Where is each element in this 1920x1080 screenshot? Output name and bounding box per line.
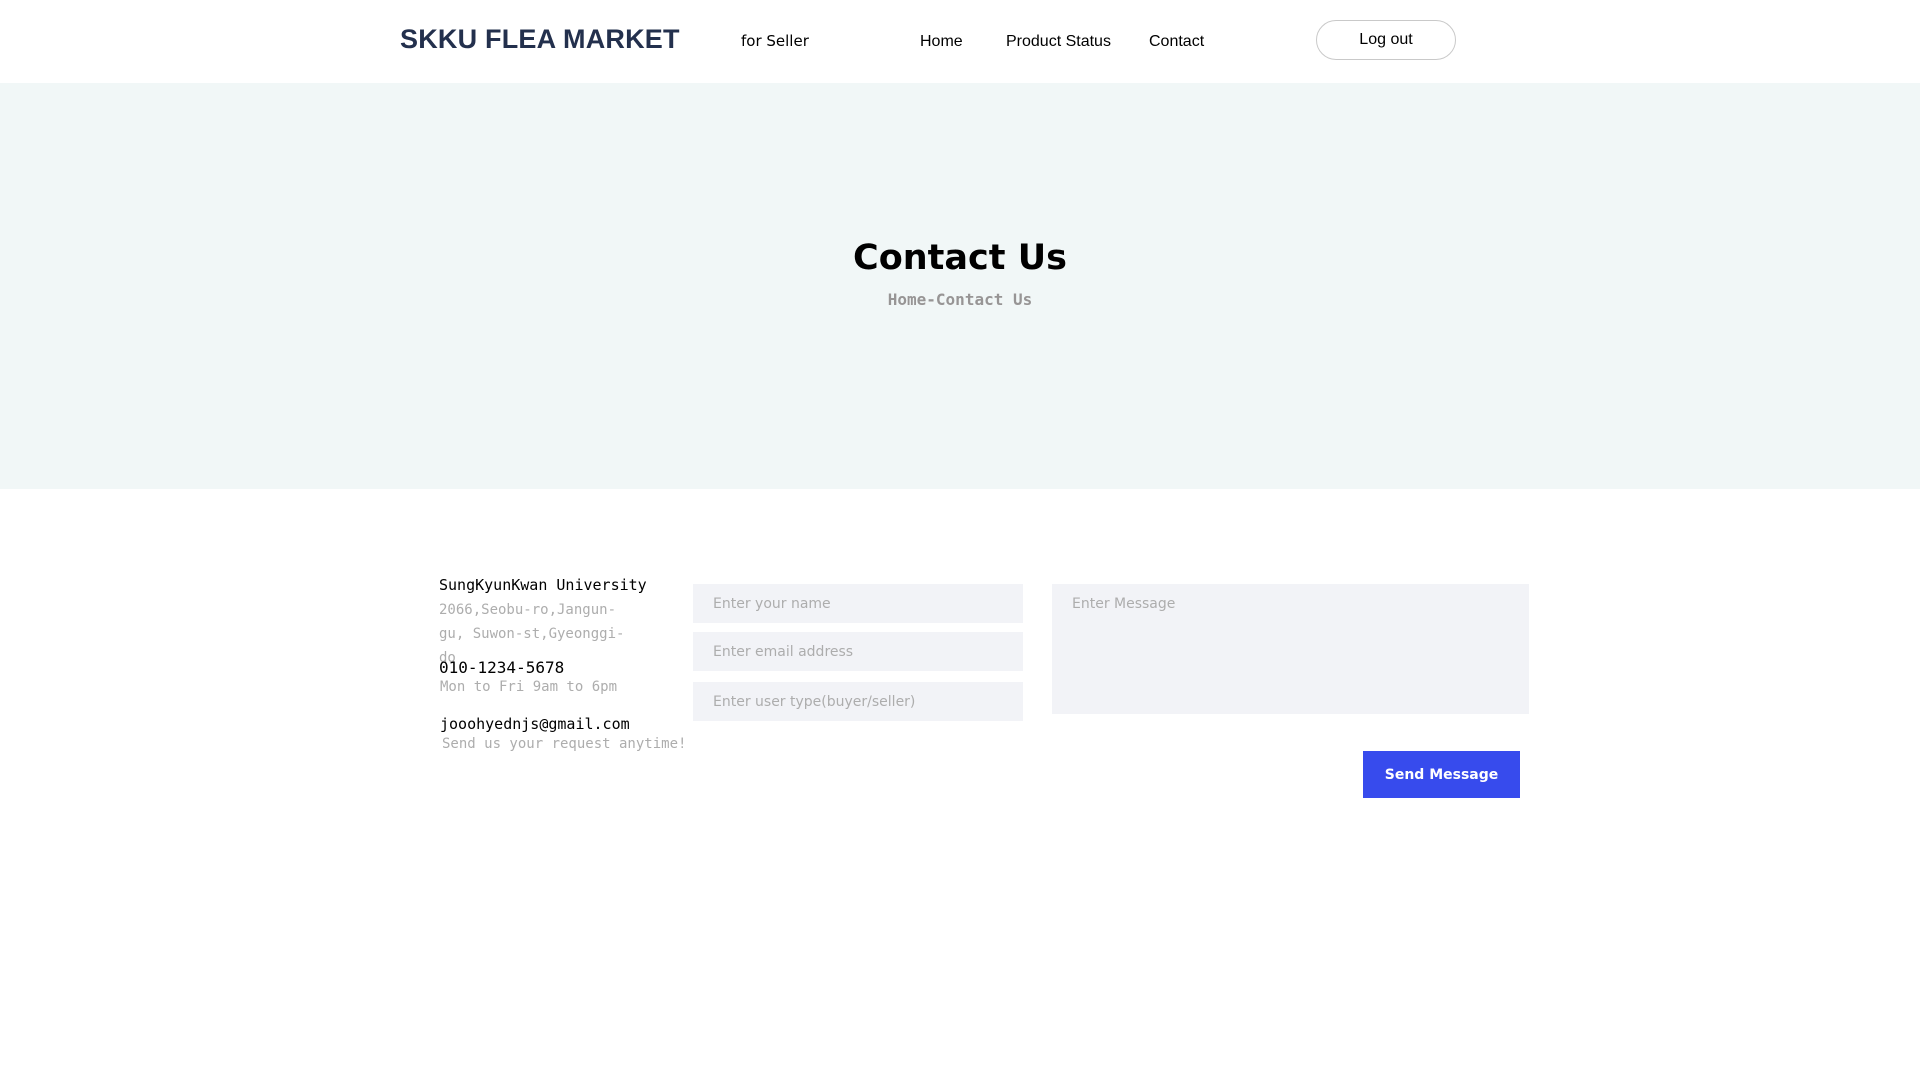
email-input[interactable] [693, 632, 1023, 671]
name-input[interactable] [693, 584, 1023, 623]
user-type-input[interactable] [693, 682, 1023, 721]
contact-email: jooohyednjs@gmail.com [440, 715, 630, 733]
university-name: SungKyunKwan University [439, 576, 647, 594]
nav-contact[interactable]: Contact [1149, 33, 1205, 50]
nav-product-status[interactable]: Product Status [1006, 33, 1111, 50]
request-note: Send us your request anytime! [442, 736, 687, 752]
nav-home[interactable]: Home [920, 33, 963, 50]
page-title: Contact Us [853, 238, 1067, 278]
site-logo[interactable]: SKKU FLEA MARKET [400, 24, 680, 54]
message-textarea[interactable] [1052, 584, 1529, 714]
phone-number: 010-1234-5678 [439, 658, 565, 677]
send-message-button[interactable]: Send Message [1363, 751, 1520, 798]
breadcrumb: Home-Contact Us [887, 290, 1033, 309]
top-navbar: SKKU FLEA MARKET for Seller Home Product… [0, 0, 1920, 83]
for-seller-link[interactable]: for Seller [741, 32, 809, 50]
office-hours: Mon to Fri 9am to 6pm [440, 679, 618, 695]
logout-button[interactable]: Log out [1316, 20, 1456, 60]
address-text: 2066,Seobu-ro,Jangun-gu, Suwon-st,Gyeong… [439, 602, 625, 666]
contact-hero-banner: Contact Us Home-Contact Us [0, 83, 1920, 489]
